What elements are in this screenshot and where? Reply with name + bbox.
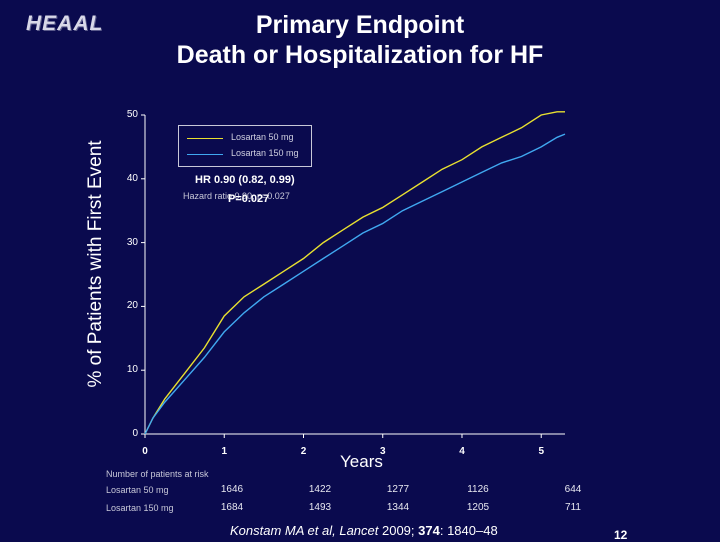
y-tick-label-4: 40 — [126, 172, 138, 184]
risk-cell-1-3: 1205 — [466, 502, 490, 513]
citation-sep: ; — [410, 523, 419, 538]
x-tick-label-3: 3 — [379, 446, 386, 457]
y-tick-label-3: 30 — [126, 236, 138, 248]
series-line-50mg — [144, 111, 565, 435]
legend-swatch-150mg — [187, 154, 223, 155]
x-tick-label-4: 4 — [459, 446, 465, 457]
y-tick-label-1: 10 — [126, 364, 138, 376]
x-tick-label-1: 1 — [221, 446, 228, 457]
chart-legend: Losartan 50 mg Losartan 150 mg — [178, 125, 312, 167]
risk-cell-0-4: 644 — [564, 484, 582, 495]
y-tick-label-0: 0 — [132, 428, 138, 439]
risk-cell-1-2: 1344 — [386, 502, 410, 513]
y-tick-label-5: 50 — [126, 109, 138, 120]
x-tick-label-0: 0 — [142, 446, 148, 457]
citation: Konstam MA et al, Lancet 2009; 374: 1840… — [230, 523, 498, 538]
citation-pages: : 1840–48 — [439, 523, 498, 538]
risk-cell-0-3: 1126 — [467, 484, 489, 495]
x-tick-label-2: 2 — [300, 446, 307, 457]
hazard-ratio-note: Hazard ratio 0.90, p=0.027 — [183, 191, 290, 201]
risk-table-title: Number of patients at risk — [106, 469, 209, 479]
legend-label-50mg: Losartan 50 mg — [231, 132, 294, 142]
legend-swatch-50mg — [187, 138, 223, 139]
page-number: 12 — [614, 528, 628, 542]
slide-title: Primary Endpoint Death or Hospitalizatio… — [150, 10, 570, 70]
title-line-1: Primary Endpoint — [255, 11, 465, 39]
risk-cell-0-2: 1277 — [386, 484, 410, 495]
citation-year: 2009 — [381, 523, 411, 538]
heaal-logo: HEAAL — [26, 12, 104, 35]
series-line-150mg — [144, 133, 566, 435]
risk-row-label-0: Losartan 50 mg — [106, 485, 169, 495]
legend-label-150mg: Losartan 150 mg — [231, 148, 299, 158]
risk-cell-1-0: 1684 — [220, 502, 244, 513]
title-line-2: Death or Hospitalization for HF — [176, 41, 544, 69]
p-value-annotation: P=0.027 — [228, 193, 270, 205]
risk-cell-0-1: 1422 — [308, 484, 332, 495]
citation-volume: 374 — [418, 523, 440, 538]
risk-row-label-1: Losartan 150 mg — [106, 503, 174, 513]
y-tick-label-2: 20 — [126, 300, 138, 312]
hazard-ratio-annotation: HR 0.90 (0.82, 0.99) — [195, 174, 295, 186]
risk-cell-1-4: 711 — [565, 502, 581, 513]
risk-cell-1-1: 1493 — [308, 502, 332, 513]
x-axis-label: Years — [340, 452, 383, 471]
x-tick-label-5: 5 — [538, 446, 544, 457]
risk-cell-0-0: 1646 — [220, 484, 244, 495]
citation-authors: Konstam MA et al, Lancet — [230, 523, 382, 538]
